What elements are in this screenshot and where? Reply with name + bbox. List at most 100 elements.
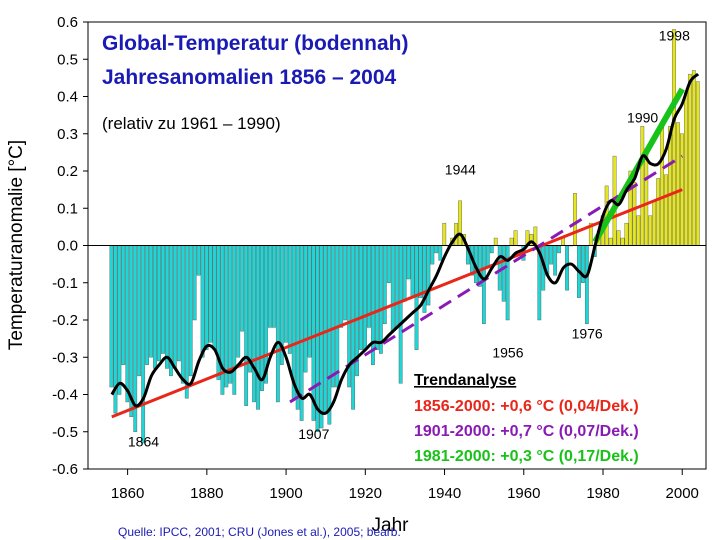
chart-title-line2: Jahresanomalien 1856 – 2004 (102, 66, 397, 89)
bar-1998 (672, 29, 676, 246)
bar-1932 (410, 245, 415, 298)
trend-line-red (111, 188, 683, 419)
bar-1938 (434, 245, 439, 254)
bar-1906 (307, 245, 312, 358)
bar-1860 (125, 245, 130, 403)
bar-1920 (363, 245, 367, 351)
bar-1886 (228, 245, 233, 384)
source-note: Quelle: IPCC, 2001; CRU (Jones et al.), … (118, 525, 401, 539)
bar-1875 (184, 245, 189, 399)
bar-1928 (394, 245, 399, 328)
annotation-1864: 1864 (128, 434, 159, 450)
bar-1984 (616, 230, 621, 246)
bar-1878 (196, 245, 201, 276)
y-tick-label: 0.3 (57, 126, 78, 143)
bar-1914 (339, 245, 344, 328)
y-tick-label: -0.3 (52, 349, 78, 366)
bar-1976 (584, 245, 589, 324)
bar-1957 (509, 237, 514, 246)
trend-line-2: 1901-2000: +0,7 °C (0,07/Dek.) (414, 423, 639, 440)
bar-1881 (208, 245, 213, 343)
bar-1969 (557, 245, 562, 254)
bar-1909 (319, 245, 324, 429)
smoothed-curve (110, 72, 700, 416)
bar-1915 (343, 245, 348, 321)
bar-1992 (648, 215, 653, 246)
bar-1861 (129, 245, 134, 418)
bar-1856 (109, 245, 114, 388)
bar-1925 (382, 245, 387, 324)
y-tick-label: 0.6 (57, 14, 78, 31)
bar-1872 (172, 245, 177, 369)
bar-1926 (386, 245, 391, 283)
bar-1919 (359, 245, 363, 351)
bar-1967 (549, 245, 554, 265)
bar-1912 (331, 245, 336, 388)
bar-1950 (481, 245, 486, 324)
bar-1905 (303, 245, 308, 373)
x-tick-label: 1960 (507, 485, 540, 502)
x-tick-label: 2000 (666, 485, 699, 502)
bar-1885 (224, 245, 229, 388)
y-tick-label: -0.4 (52, 387, 78, 404)
annotation-1956: 1956 (492, 344, 523, 360)
x-tick-label: 1920 (349, 485, 382, 502)
y-axis-ticks: 0.6 0.5 0.4 0.3 0.2 0.1 0.0 -0.1 -0.2 -0.3 -0.4 -0.… (52, 14, 88, 478)
bar-1910 (323, 245, 328, 414)
bar-1956 (505, 245, 510, 321)
bar-1873 (176, 245, 181, 362)
bar-1876 (188, 245, 193, 377)
anomaly-bars (109, 29, 700, 444)
x-tick-label: 1880 (190, 485, 223, 502)
bar-1944 (458, 200, 462, 246)
y-tick-label: -0.2 (52, 312, 78, 329)
bar-1991 (644, 148, 649, 246)
y-tick-label: 0.5 (57, 51, 78, 68)
y-tick-label: 0.0 (57, 238, 78, 255)
bar-1858 (117, 245, 122, 395)
bar-1870 (165, 245, 169, 369)
bar-1940 (442, 222, 447, 246)
bar-1903 (295, 245, 300, 410)
annotation-1944: 1944 (445, 162, 476, 178)
bar-1982 (608, 237, 613, 246)
bar-1990 (640, 126, 645, 246)
annotation-1990: 1990 (627, 110, 658, 126)
y-axis-label: Temperaturanomalie [°C] (6, 140, 27, 350)
y-tick-label: -0.6 (52, 461, 78, 478)
bar-1892 (252, 245, 256, 403)
bar-1893 (256, 245, 260, 410)
bar-1927 (390, 245, 395, 332)
bar-1882 (212, 245, 217, 351)
bar-2002 (687, 73, 692, 246)
bar-1897 (272, 245, 276, 328)
bar-1911 (327, 245, 332, 425)
bar-1970 (561, 237, 565, 246)
bar-1874 (180, 245, 185, 384)
bar-1891 (248, 245, 253, 373)
bar-1865 (145, 245, 150, 365)
bar-1913 (335, 245, 340, 388)
bar-1973 (573, 193, 577, 246)
bar-1867 (153, 245, 157, 369)
bar-1968 (553, 245, 558, 276)
bar-1877 (192, 245, 197, 321)
bar-2003 (691, 70, 696, 246)
bar-1894 (260, 245, 264, 391)
bar-1863 (137, 245, 142, 377)
bar-1859 (121, 245, 126, 365)
x-tick-label: 1980 (586, 485, 619, 502)
bar-1896 (268, 245, 272, 328)
year-annotations: 1864 1907 1944 1956 1976 1990 1998 (128, 28, 690, 450)
bar-1951 (485, 245, 490, 269)
bar-1923 (375, 245, 379, 351)
bar-1900 (283, 245, 288, 343)
chart-title-line1: Global-Temperatur (bodennah) (102, 32, 408, 55)
bar-1929 (398, 245, 403, 384)
bar-1866 (149, 245, 153, 358)
bar-1917 (351, 245, 356, 410)
bar-1871 (169, 245, 173, 377)
x-tick-label: 1900 (269, 485, 302, 502)
bar-1869 (161, 245, 165, 354)
bar-1958 (513, 230, 518, 246)
